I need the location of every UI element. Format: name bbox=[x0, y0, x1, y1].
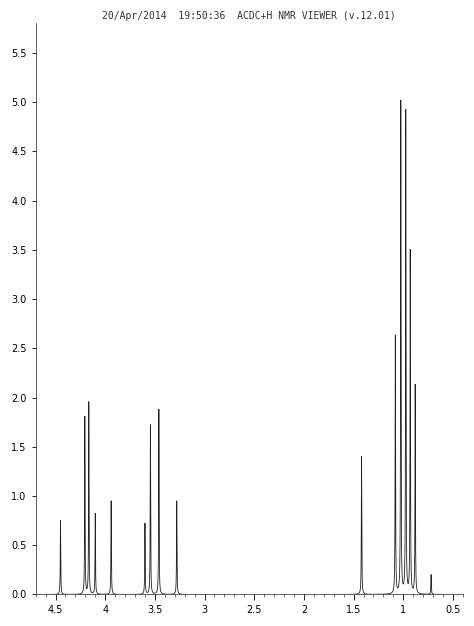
Title: 20/Apr/2014  19:50:36  ACDC+H NMR VIEWER (v.12.01): 20/Apr/2014 19:50:36 ACDC+H NMR VIEWER (… bbox=[102, 11, 396, 21]
